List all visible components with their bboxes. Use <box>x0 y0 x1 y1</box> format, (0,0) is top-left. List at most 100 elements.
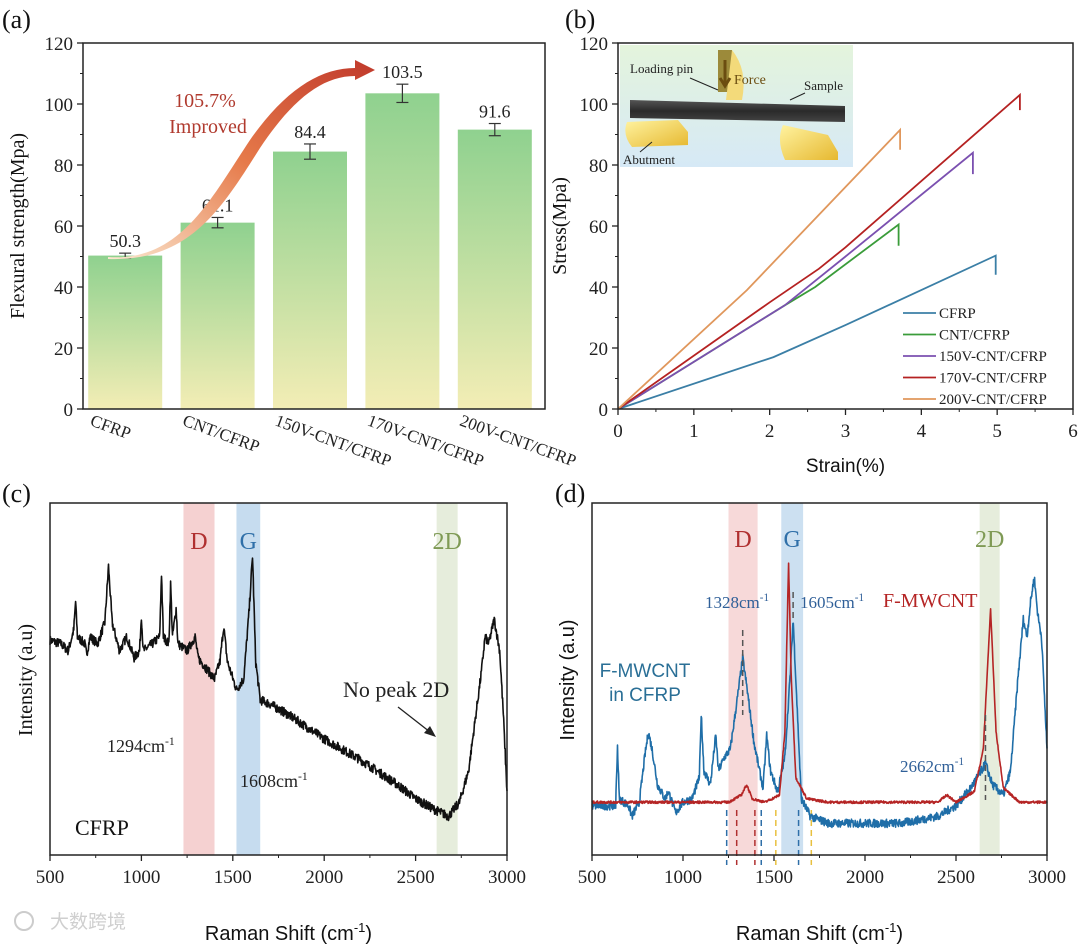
right-abutment <box>779 125 838 160</box>
y-tick-label: 40 <box>54 278 73 299</box>
series-line-cfrp <box>617 254 997 410</box>
y-tick-label: 80 <box>589 156 608 177</box>
x-tick-label: 3 <box>841 421 851 442</box>
x-tick-label: 4 <box>917 421 927 442</box>
x-tick-label: 1 <box>689 421 699 442</box>
panel-label: (b) <box>565 5 595 34</box>
series-line-200v-cnt-cfrp <box>617 127 901 410</box>
improvement-label: Improved <box>169 116 247 138</box>
x-tick-label: 1000 <box>664 867 702 888</box>
panel-label: (a) <box>2 5 31 34</box>
peak-annotation-1605: 1605cm-1 <box>800 592 864 612</box>
y-tick-label: 0 <box>64 400 74 421</box>
legend-label: 170V-CNT/CFRP <box>939 371 1047 387</box>
left-abutment <box>625 120 688 147</box>
data-label: 50.3 <box>109 231 141 251</box>
x-tick-label: 1000 <box>122 867 160 888</box>
inset-label-force: Force <box>734 73 766 88</box>
improvement-arrow <box>108 60 375 260</box>
x-tick-label: 2000 <box>305 867 343 888</box>
x-tick-label: 3000 <box>488 867 526 888</box>
x-axis-label: Raman Shift (cm-1) <box>205 920 372 945</box>
legend-label: 150V-CNT/CFRP <box>939 349 1047 365</box>
band-label: 2D <box>432 529 461 555</box>
y-tick-label: 80 <box>54 156 73 177</box>
x-tick-label: 6 <box>1068 421 1078 442</box>
y-axis-label: Intensity (a.u) <box>557 619 579 740</box>
data-label: 91.6 <box>479 102 511 122</box>
x-axis-label: Strain(%) <box>806 456 885 477</box>
annotation-arrowhead-icon <box>424 726 436 737</box>
series-line-170v-cnt-cfrp <box>617 92 1021 410</box>
inset-label-abutment: Abutment <box>623 152 675 167</box>
watermark-text: 大数跨境 <box>50 911 126 933</box>
y-tick-label: 0 <box>599 400 609 421</box>
inset-label-loading-pin: Loading pin <box>630 61 694 76</box>
y-tick-label: 20 <box>589 339 608 360</box>
x-tick-label: 2000 <box>846 867 884 888</box>
x-tick-label: 1500 <box>755 867 793 888</box>
y-axis-label: Flexural strength(Mpa) <box>7 133 29 319</box>
y-tick-label: 60 <box>589 217 608 238</box>
x-tick-label: 500 <box>578 867 607 888</box>
band-d <box>183 503 215 855</box>
y-tick-label: 20 <box>54 339 73 360</box>
inset-pointer <box>789 92 806 101</box>
legend-label: CFRP <box>939 306 976 322</box>
band-label: 2D <box>975 527 1004 553</box>
band-g <box>781 503 804 855</box>
no-peak-2d-annotation: No peak 2D <box>343 677 449 702</box>
y-tick-label: 100 <box>580 95 609 116</box>
force-arrow-icon <box>718 60 732 89</box>
peak-annotation-1294: 1294cm-1 <box>107 735 175 756</box>
sample-beam <box>630 100 845 122</box>
bar <box>180 222 255 409</box>
loading-pin-highlight <box>726 50 744 100</box>
x-category-label: CNT/CFRP <box>180 411 262 456</box>
inset-three-point-bending: Loading pin Force Sample Abutment <box>620 45 853 167</box>
x-axis-label: Raman Shift (cm-1) <box>736 920 903 945</box>
peak-annotation-1328: 1328cm-1 <box>705 592 769 612</box>
band-2d <box>979 503 1000 855</box>
x-tick-label: 500 <box>36 867 65 888</box>
x-tick-label: 2 <box>765 421 775 442</box>
annotation-arrow-line <box>397 706 431 733</box>
spectrum-f-mwcnt <box>591 562 1048 805</box>
band-d <box>728 503 758 855</box>
watermark-logo-icon <box>14 911 34 931</box>
bar <box>457 129 532 409</box>
y-axis-label: Stress(Mpa) <box>549 177 571 275</box>
panel-label: (d) <box>555 479 585 508</box>
band-label: G <box>240 529 257 555</box>
series-line-cnt-cfrp <box>617 222 900 410</box>
band-label: D <box>190 529 207 555</box>
peak-annotation-2662: 2662cm-1 <box>900 756 964 776</box>
y-tick-label: 120 <box>580 34 609 55</box>
x-category-label: CFRP <box>88 411 134 443</box>
improvement-percent: 105.7% <box>174 90 236 112</box>
peak-annotation-1608: 1608cm-1 <box>240 770 308 791</box>
data-label: 103.5 <box>382 62 423 82</box>
y-tick-label: 40 <box>589 278 608 299</box>
x-tick-label: 2500 <box>397 867 435 888</box>
band-g <box>236 503 261 855</box>
bar <box>273 151 347 409</box>
series-label-f-mwcnt-in-cfrp: F-MWCNT in CFRP <box>600 661 691 706</box>
band-2d <box>436 503 458 855</box>
x-tick-label: 2500 <box>937 867 975 888</box>
sample-label: CFRP <box>75 815 129 840</box>
spectrum-f-mwcnt-in-cfrp <box>591 576 1048 829</box>
data-label: 84.4 <box>294 122 326 142</box>
legend-label: 200V-CNT/CFRP <box>939 392 1047 408</box>
band-label: D <box>734 527 751 553</box>
y-tick-label: 120 <box>45 34 74 55</box>
inset-label-sample: Sample <box>804 78 843 93</box>
series-line-150v-cnt-cfrp <box>617 150 974 410</box>
series-label-f-mwcnt: F-MWCNT <box>883 590 977 612</box>
y-tick-label: 100 <box>45 95 74 116</box>
x-tick-label: 3000 <box>1028 867 1066 888</box>
x-tick-label: 0 <box>613 421 623 442</box>
inset-pointer <box>639 141 653 153</box>
y-axis-label: Intensity (a.u) <box>15 624 37 736</box>
